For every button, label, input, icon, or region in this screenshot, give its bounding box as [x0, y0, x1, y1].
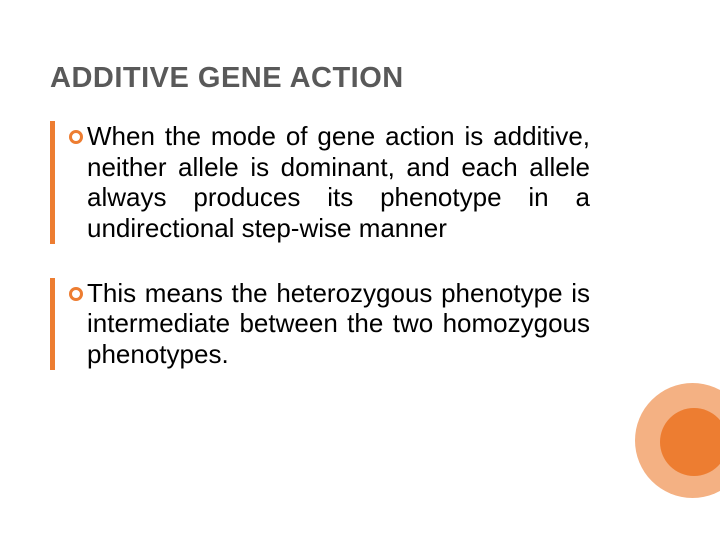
- bullet-text: This means the heterozygous phenotype is…: [87, 278, 590, 370]
- decor-circle-inner: [660, 408, 720, 476]
- bullet-ring-icon: [69, 130, 83, 144]
- slide-title: ADDITIVE GENE ACTION: [50, 62, 670, 95]
- bullet-item: When the mode of gene action is additive…: [50, 121, 590, 244]
- bullet-item: This means the heterozygous phenotype is…: [50, 278, 590, 370]
- slide: ADDITIVE GENE ACTION When the mode of ge…: [0, 0, 720, 540]
- bullet-row: When the mode of gene action is additive…: [69, 121, 590, 244]
- bullet-text: When the mode of gene action is additive…: [87, 121, 590, 244]
- bullet-ring-icon: [69, 287, 83, 301]
- bullet-row: This means the heterozygous phenotype is…: [69, 278, 590, 370]
